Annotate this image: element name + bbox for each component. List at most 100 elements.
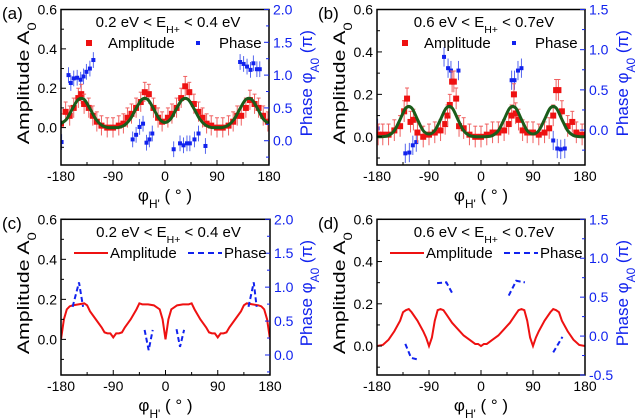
amplitude-point [190,100,197,107]
amplitude-point [505,121,512,128]
amplitude-point [558,108,565,115]
y-left-tick-label: 0.4 [354,44,374,60]
legend-amplitude-label: Amplitude [108,35,175,52]
y-right-tick-label: 1.0 [589,42,609,58]
amplitude-point [550,112,557,119]
y-left-tick-label: 0.0 [38,120,58,136]
amplitude-point [420,133,427,140]
y-right-axis-label: Phase φA0 (π) [613,30,637,136]
amplitude-point [444,112,451,119]
chart-title: 0.2 eV < EH+ < 0.4 eV [96,14,241,36]
amplitude-point [483,131,490,138]
panel-c: -180 -90 0 90 180 0.0 0.2 0.4 0.6 0.0 0.5 1.0 1.5 2.0… [2,211,322,420]
phase-point [509,78,514,83]
legend: Amplitude Phase [74,245,267,262]
phase-line [552,336,564,353]
phase-point [150,131,155,136]
plot-frame [60,218,271,376]
y-left-tick-label: 0.2 [38,291,58,307]
legend: Amplitude Phase [402,35,578,52]
amplitude-point [489,129,496,136]
x-axis-label: φH' ( ° ) [138,396,192,420]
amplitude-point [579,131,585,138]
phase-point [519,66,524,71]
phase-point [403,151,408,156]
phase-point [456,68,461,73]
amplitude-point [124,114,131,121]
x-tick-label: 0 [162,378,170,394]
amplitude-point [501,127,508,134]
amplitude-point [242,104,249,111]
panel-label: (b) [318,4,339,23]
amplitude-point [379,131,386,138]
amplitude-point [573,129,580,136]
x-tick-label: -180 [47,168,75,184]
amplitude-point [168,110,175,117]
amplitude-point [414,129,421,136]
x-axis-label: φH' ( ° ) [138,186,192,211]
legend-phase-marker [512,41,516,45]
x-tick-label: -90 [103,168,123,184]
x-tick-label: -90 [419,378,439,394]
x-tick-label: 180 [258,378,282,394]
amplitude-point [141,89,148,96]
y-right-tick-label: 1.0 [274,279,294,295]
phase-point [512,78,517,83]
phase-point [192,137,197,142]
phase-point [551,138,556,143]
amplitude-point [450,78,457,85]
legend-amplitude-marker [402,40,408,46]
amplitude-point [510,91,517,98]
amplitude-point [410,116,417,123]
amplitude-line [377,307,585,350]
amplitude-point [182,83,189,90]
phase-point [81,74,86,79]
amplitude-point [208,122,215,129]
y-right-tick-label: 0.5 [274,313,294,329]
phase-point [446,66,451,71]
amplitude-point [404,95,411,102]
amplitude-point [186,89,193,96]
chart-title: 0.6 eV < EH+ < 0.7eV [414,224,554,246]
y-right-tick-label: 0.0 [274,347,294,363]
amplitude-point [564,123,571,130]
amplitude-point [115,122,122,129]
amplitude-point [62,108,69,115]
phase-point [147,137,152,142]
y-right-axis-label: Phase φA0 (π) [297,240,322,346]
phase-point [407,150,412,155]
y-left-axis-label: Amplitude A0 [14,22,39,144]
y-left-tick-label: 0.6 [38,2,58,18]
y-right-axis-label: Phase φA0 (π) [297,30,322,136]
phase-line [437,281,454,295]
y-right-tick-label: 1.5 [273,34,293,50]
amplitude-point [546,125,553,132]
phase-point [84,69,89,74]
y-right-tick-label: 0.0 [589,122,609,138]
legend-amplitude-label: Amplitude [110,245,177,262]
phase-point [137,124,142,129]
y-right-axis-label: Phase φA0 (π) [613,240,637,346]
legend-phase-label: Phase [219,35,262,52]
phase-point [251,61,256,66]
phase-point [184,141,189,146]
phase-point [203,143,208,148]
y-left-axis-label: Amplitude A0 [330,22,355,144]
phase-point [257,67,262,72]
x-tick-label: 0 [477,378,485,394]
phase-point [410,143,415,148]
x-tick-label: 90 [210,378,226,394]
phase-point [555,146,560,151]
phase-point [248,67,253,72]
y-right-tick-label: 0.5 [589,289,609,305]
panel-label: (c) [2,214,22,233]
x-tick-label: 0 [477,168,485,184]
phase-point [171,147,176,152]
phase-point [238,59,243,64]
y-right-tick-label: 0.0 [273,133,293,149]
legend: Amplitude Phase [390,245,583,262]
chart-title: 0.6 eV < EH+ < 0.7eV [414,14,554,36]
x-tick-label: -180 [363,378,391,394]
plot-frame [60,8,270,166]
x-tick-label: -180 [47,378,75,394]
